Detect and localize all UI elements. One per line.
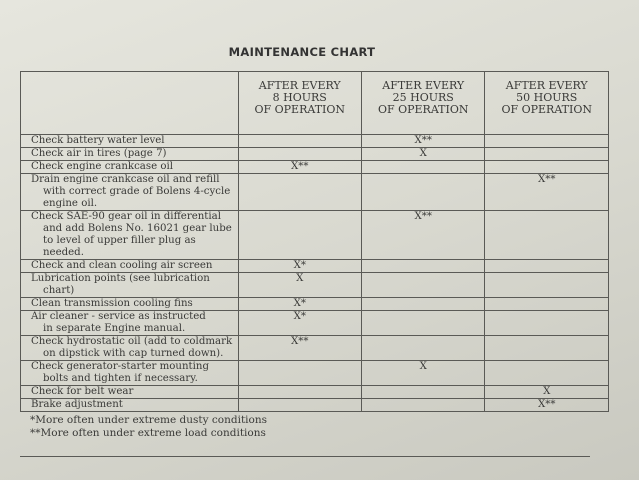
task-text: Air cleaner - service as instructed: [31, 311, 206, 322]
task-cell: Check hydrostatic oil (add to coldmark on…: [20, 335, 239, 361]
task-cell: Drain engine crankcase oil and refill wit…: [20, 173, 239, 211]
interval-mark: [360, 297, 486, 311]
task-cell: Check air in tires (page 7): [20, 147, 239, 161]
task-text: Lubrication points (see lubrication: [31, 273, 210, 284]
maintenance-table: AFTER EVERY 8 HOURS OF OPERATION AFTER EVE…: [20, 71, 609, 412]
task-text: Check engine crankcase oil: [31, 161, 174, 172]
task-text: in separate Engine manual.: [43, 323, 186, 334]
task-cell: Check engine crankcase oil: [20, 160, 239, 174]
interval-mark: [484, 297, 609, 311]
task-cell: Check SAE-90 gear oil in differential and…: [20, 210, 239, 260]
task-cell: Air cleaner - service as instructed in se…: [20, 310, 239, 336]
footnotes: *More often under extreme dusty conditio…: [20, 408, 590, 457]
interval-mark: X**: [237, 160, 362, 174]
table-row: Check hydrostatic oil (add to coldmark on…: [20, 335, 609, 361]
interval-mark: [484, 259, 609, 273]
task-text: Check SAE-90 gear oil in differential: [31, 211, 221, 222]
task-cell: Check for belt wear: [20, 385, 239, 399]
interval-mark: [484, 272, 609, 298]
task-cell: Clean transmission cooling fins: [20, 297, 239, 311]
table-row: Check for belt wear X: [20, 385, 609, 399]
interval-mark: [484, 335, 609, 361]
task-cell: Check generator-starter mounting bolts an…: [20, 360, 239, 386]
interval-mark: X*: [237, 297, 362, 311]
table-row: Brake adjustment X**: [20, 398, 609, 412]
header-25-hours: AFTER EVERY 25 HOURS OF OPERATION: [360, 71, 486, 135]
task-cell: Check and clean cooling air screen: [20, 259, 239, 273]
task-text: Clean transmission cooling fins: [31, 298, 193, 309]
interval-mark: [360, 160, 486, 174]
interval-mark: [237, 134, 362, 148]
task-text: to level of upper filler plug as needed.: [43, 235, 196, 258]
interval-mark: X*: [237, 259, 362, 273]
interval-mark: [237, 385, 362, 399]
interval-mark: X**: [360, 134, 486, 148]
interval-mark: [360, 173, 486, 211]
task-cell: Brake adjustment: [20, 398, 239, 412]
table-row: Check and clean cooling air screen X*: [20, 259, 609, 273]
task-cell: Lubrication points (see lubrication chart…: [20, 272, 239, 298]
interval-mark: [237, 210, 362, 260]
task-text: Check air in tires (page 7): [31, 148, 167, 159]
header-50-hours: AFTER EVERY 50 HOURS OF OPERATION: [484, 71, 609, 135]
interval-mark: X: [237, 272, 362, 298]
interval-mark: [484, 160, 609, 174]
interval-mark: [360, 335, 486, 361]
interval-mark: [237, 360, 362, 386]
interval-mark: [484, 147, 609, 161]
interval-mark: [360, 259, 486, 273]
interval-mark: X**: [360, 210, 486, 260]
interval-mark: X**: [484, 398, 609, 412]
table-row: Check generator-starter mounting bolts an…: [20, 360, 609, 386]
interval-mark: X**: [484, 173, 609, 211]
interval-mark: X: [484, 385, 609, 399]
header-row: AFTER EVERY 8 HOURS OF OPERATION AFTER EVE…: [20, 71, 609, 135]
table-row: Clean transmission cooling fins X*: [20, 297, 609, 311]
table-row: Lubrication points (see lubrication chart…: [20, 272, 609, 298]
task-text: Check hydrostatic oil (add to coldmark: [31, 336, 233, 347]
chart-title: MAINTENANCE CHART: [228, 45, 376, 59]
interval-mark: [237, 173, 362, 211]
interval-mark: [360, 385, 486, 399]
task-text: bolts and tighten if necessary.: [43, 373, 198, 384]
task-text: and add Bolens No. 16021 gear lube: [43, 223, 232, 234]
interval-mark: X**: [237, 335, 362, 361]
task-text: with correct grade of Bolens 4-cycle: [43, 186, 231, 197]
task-text: engine oil.: [43, 198, 98, 209]
task-text: Check and clean cooling air screen: [31, 260, 213, 271]
interval-mark: [237, 147, 362, 161]
table-row: Check engine crankcase oil X**: [20, 160, 609, 174]
task-text: Check battery water level: [31, 135, 165, 146]
task-text: Drain engine crankcase oil and refill: [31, 174, 220, 185]
interval-mark: [360, 272, 486, 298]
task-header: [20, 71, 239, 135]
table-row: Drain engine crankcase oil and refill wit…: [20, 173, 609, 211]
task-text: chart): [43, 285, 75, 296]
task-text: Check for belt wear: [31, 386, 134, 397]
interval-mark: [484, 360, 609, 386]
task-text: Check generator-starter mounting: [31, 361, 209, 372]
interval-mark: [484, 134, 609, 148]
task-text: Brake adjustment: [31, 399, 123, 410]
footnote-load: **More often under extreme load conditio…: [30, 427, 266, 439]
interval-mark: [360, 398, 486, 412]
task-cell: Check battery water level: [20, 134, 239, 148]
footnote-dusty: *More often under extreme dusty conditio…: [30, 414, 268, 426]
interval-mark: X: [360, 360, 486, 386]
interval-mark: [484, 310, 609, 336]
interval-mark: [360, 310, 486, 336]
table-row: Air cleaner - service as instructed in se…: [20, 310, 609, 336]
interval-mark: X: [360, 147, 486, 161]
table-row: Check battery water level X**: [20, 134, 609, 148]
interval-mark: [484, 210, 609, 260]
header-8-hours: AFTER EVERY 8 HOURS OF OPERATION: [237, 71, 362, 135]
task-text: on dipstick with cap turned down).: [43, 348, 224, 359]
interval-mark: X*: [237, 310, 362, 336]
table-row: Check SAE-90 gear oil in differential and…: [20, 210, 609, 260]
table-row: Check air in tires (page 7) X: [20, 147, 609, 161]
